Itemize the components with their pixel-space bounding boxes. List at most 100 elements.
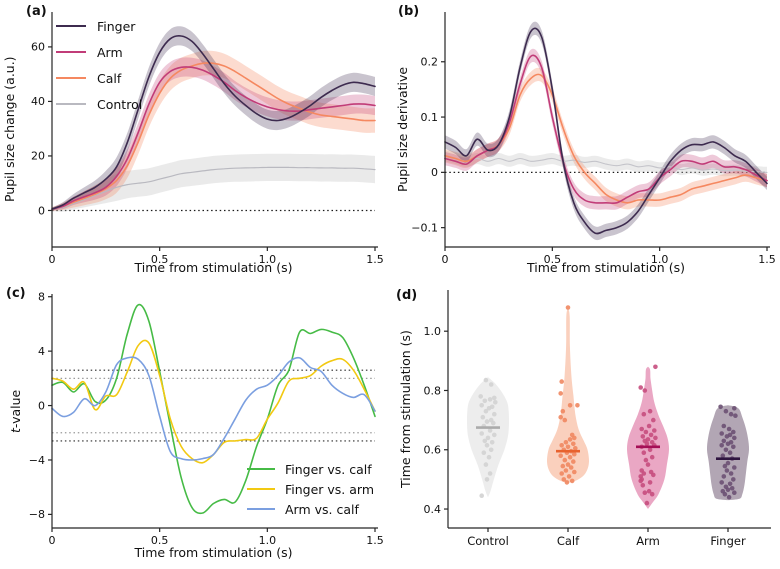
data-point-calf xyxy=(569,478,575,484)
panel-c-letter: (c) xyxy=(6,286,26,301)
data-point-control xyxy=(488,447,494,453)
legend-item-calf: Calf xyxy=(56,65,142,91)
data-point-arm xyxy=(643,429,649,435)
x-tick-label: 0 xyxy=(442,253,449,266)
data-point-calf xyxy=(563,440,569,445)
panel-c-legend: Finger vs. calf Finger vs. arm Arm vs. c… xyxy=(246,459,374,519)
category-label-calf: Calf xyxy=(557,534,580,548)
data-point-control xyxy=(482,438,488,444)
data-point-arm xyxy=(649,491,655,497)
x-tick-label: 1.5 xyxy=(366,253,384,266)
data-point-arm xyxy=(648,432,654,438)
x-tick-label: 0 xyxy=(49,253,56,266)
data-point-calf xyxy=(565,462,571,467)
data-point-finger xyxy=(732,406,737,411)
violin-calf xyxy=(546,306,590,483)
finger-line-swatch xyxy=(56,25,86,27)
data-point-calf xyxy=(560,408,566,414)
series-line-finger xyxy=(444,27,768,235)
legend-label-arm: Arm xyxy=(97,44,123,60)
data-point-arm xyxy=(641,411,647,417)
panel-a-x-axis-title: Time from stimulation (s) xyxy=(134,260,293,275)
data-point-calf xyxy=(559,471,564,476)
panel-a-letter: (a) xyxy=(26,4,47,19)
data-point-control xyxy=(479,493,484,498)
data-point-finger xyxy=(721,423,727,429)
data-point-arm xyxy=(641,450,647,455)
y-tick-label: 40 xyxy=(31,95,45,108)
data-point-arm xyxy=(647,480,653,485)
panel-d: (d) Time from stimulation (s) Control Cal… xyxy=(390,280,780,569)
finger-vs-arm-line-swatch xyxy=(246,488,275,490)
data-point-calf xyxy=(572,451,577,457)
data-point-calf xyxy=(573,446,578,451)
y-tick-label: 0 xyxy=(431,166,438,179)
data-point-control xyxy=(482,398,488,404)
data-point-calf xyxy=(559,379,564,384)
data-point-arm xyxy=(641,471,647,476)
data-point-finger xyxy=(726,494,732,500)
x-tick-label: 1.0 xyxy=(259,253,277,266)
data-point-calf xyxy=(560,463,566,469)
legend-label-control: Control xyxy=(97,96,143,112)
data-point-arm xyxy=(638,478,643,484)
data-point-arm xyxy=(645,462,651,467)
data-point-control xyxy=(478,394,483,399)
series-line-finger xyxy=(51,35,376,210)
data-point-arm xyxy=(651,472,656,478)
data-point-control xyxy=(492,432,497,438)
data-point-calf xyxy=(562,417,568,423)
legend-item-finger-vs-calf: Finger vs. calf xyxy=(246,459,374,479)
data-point-arm xyxy=(646,423,652,429)
data-point-arm xyxy=(640,434,646,439)
data-point-calf xyxy=(564,480,570,485)
y-tick-label: 0 xyxy=(38,399,45,412)
data-point-calf xyxy=(565,444,571,450)
data-point-arm xyxy=(653,364,658,370)
data-point-finger xyxy=(732,435,737,441)
y-tick-label: 0.1 xyxy=(421,111,439,124)
data-point-finger xyxy=(719,431,724,436)
y-tick-label: 4 xyxy=(38,345,45,358)
data-point-arm xyxy=(638,385,643,390)
data-point-finger xyxy=(731,444,736,450)
y-tick-label: 0.8 xyxy=(424,384,442,397)
data-point-control xyxy=(488,382,494,387)
data-point-control xyxy=(483,377,489,383)
series-band-arm xyxy=(52,57,375,211)
panel-d-letter: (d) xyxy=(396,288,418,303)
data-point-arm xyxy=(643,457,649,463)
legend-item-arm: Arm xyxy=(56,39,142,65)
data-point-control xyxy=(492,411,497,417)
data-point-arm xyxy=(644,500,650,506)
data-point-calf xyxy=(567,403,573,408)
data-point-control xyxy=(485,435,491,441)
panel-c-y-axis-title: t-value xyxy=(8,389,23,433)
panel-d-y-axis-title: Time from stimulation (s) xyxy=(398,330,413,488)
panel-c-x-axis-title: Time from stimulation (s) xyxy=(134,545,293,560)
data-point-calf xyxy=(559,443,564,448)
data-point-control xyxy=(487,397,493,402)
x-tick-label: 0.5 xyxy=(151,534,169,547)
panel-a: (a) Pupil size change (a.u.) 0 20 40 60 0 0.5… xyxy=(0,0,390,280)
data-point-control xyxy=(483,408,489,414)
legend-label-finger: Finger xyxy=(97,18,136,34)
panel-b-letter: (b) xyxy=(398,4,420,19)
series-line-control xyxy=(51,166,376,210)
data-point-control xyxy=(491,420,496,426)
data-point-finger xyxy=(724,468,730,473)
data-point-control xyxy=(486,406,492,411)
data-point-finger xyxy=(729,486,735,491)
y-tick-label: −8 xyxy=(29,508,45,521)
x-tick-label: 0.5 xyxy=(151,253,169,266)
data-point-finger xyxy=(719,443,724,448)
data-point-finger xyxy=(721,474,727,479)
category-label-finger: Finger xyxy=(710,534,746,548)
data-point-calf xyxy=(571,459,576,464)
data-point-control xyxy=(484,443,490,448)
data-point-control xyxy=(479,431,484,436)
series-line-arm-vs-calf xyxy=(51,356,376,461)
data-point-finger xyxy=(732,465,737,470)
data-point-calf xyxy=(575,403,580,408)
data-point-finger xyxy=(731,477,736,482)
